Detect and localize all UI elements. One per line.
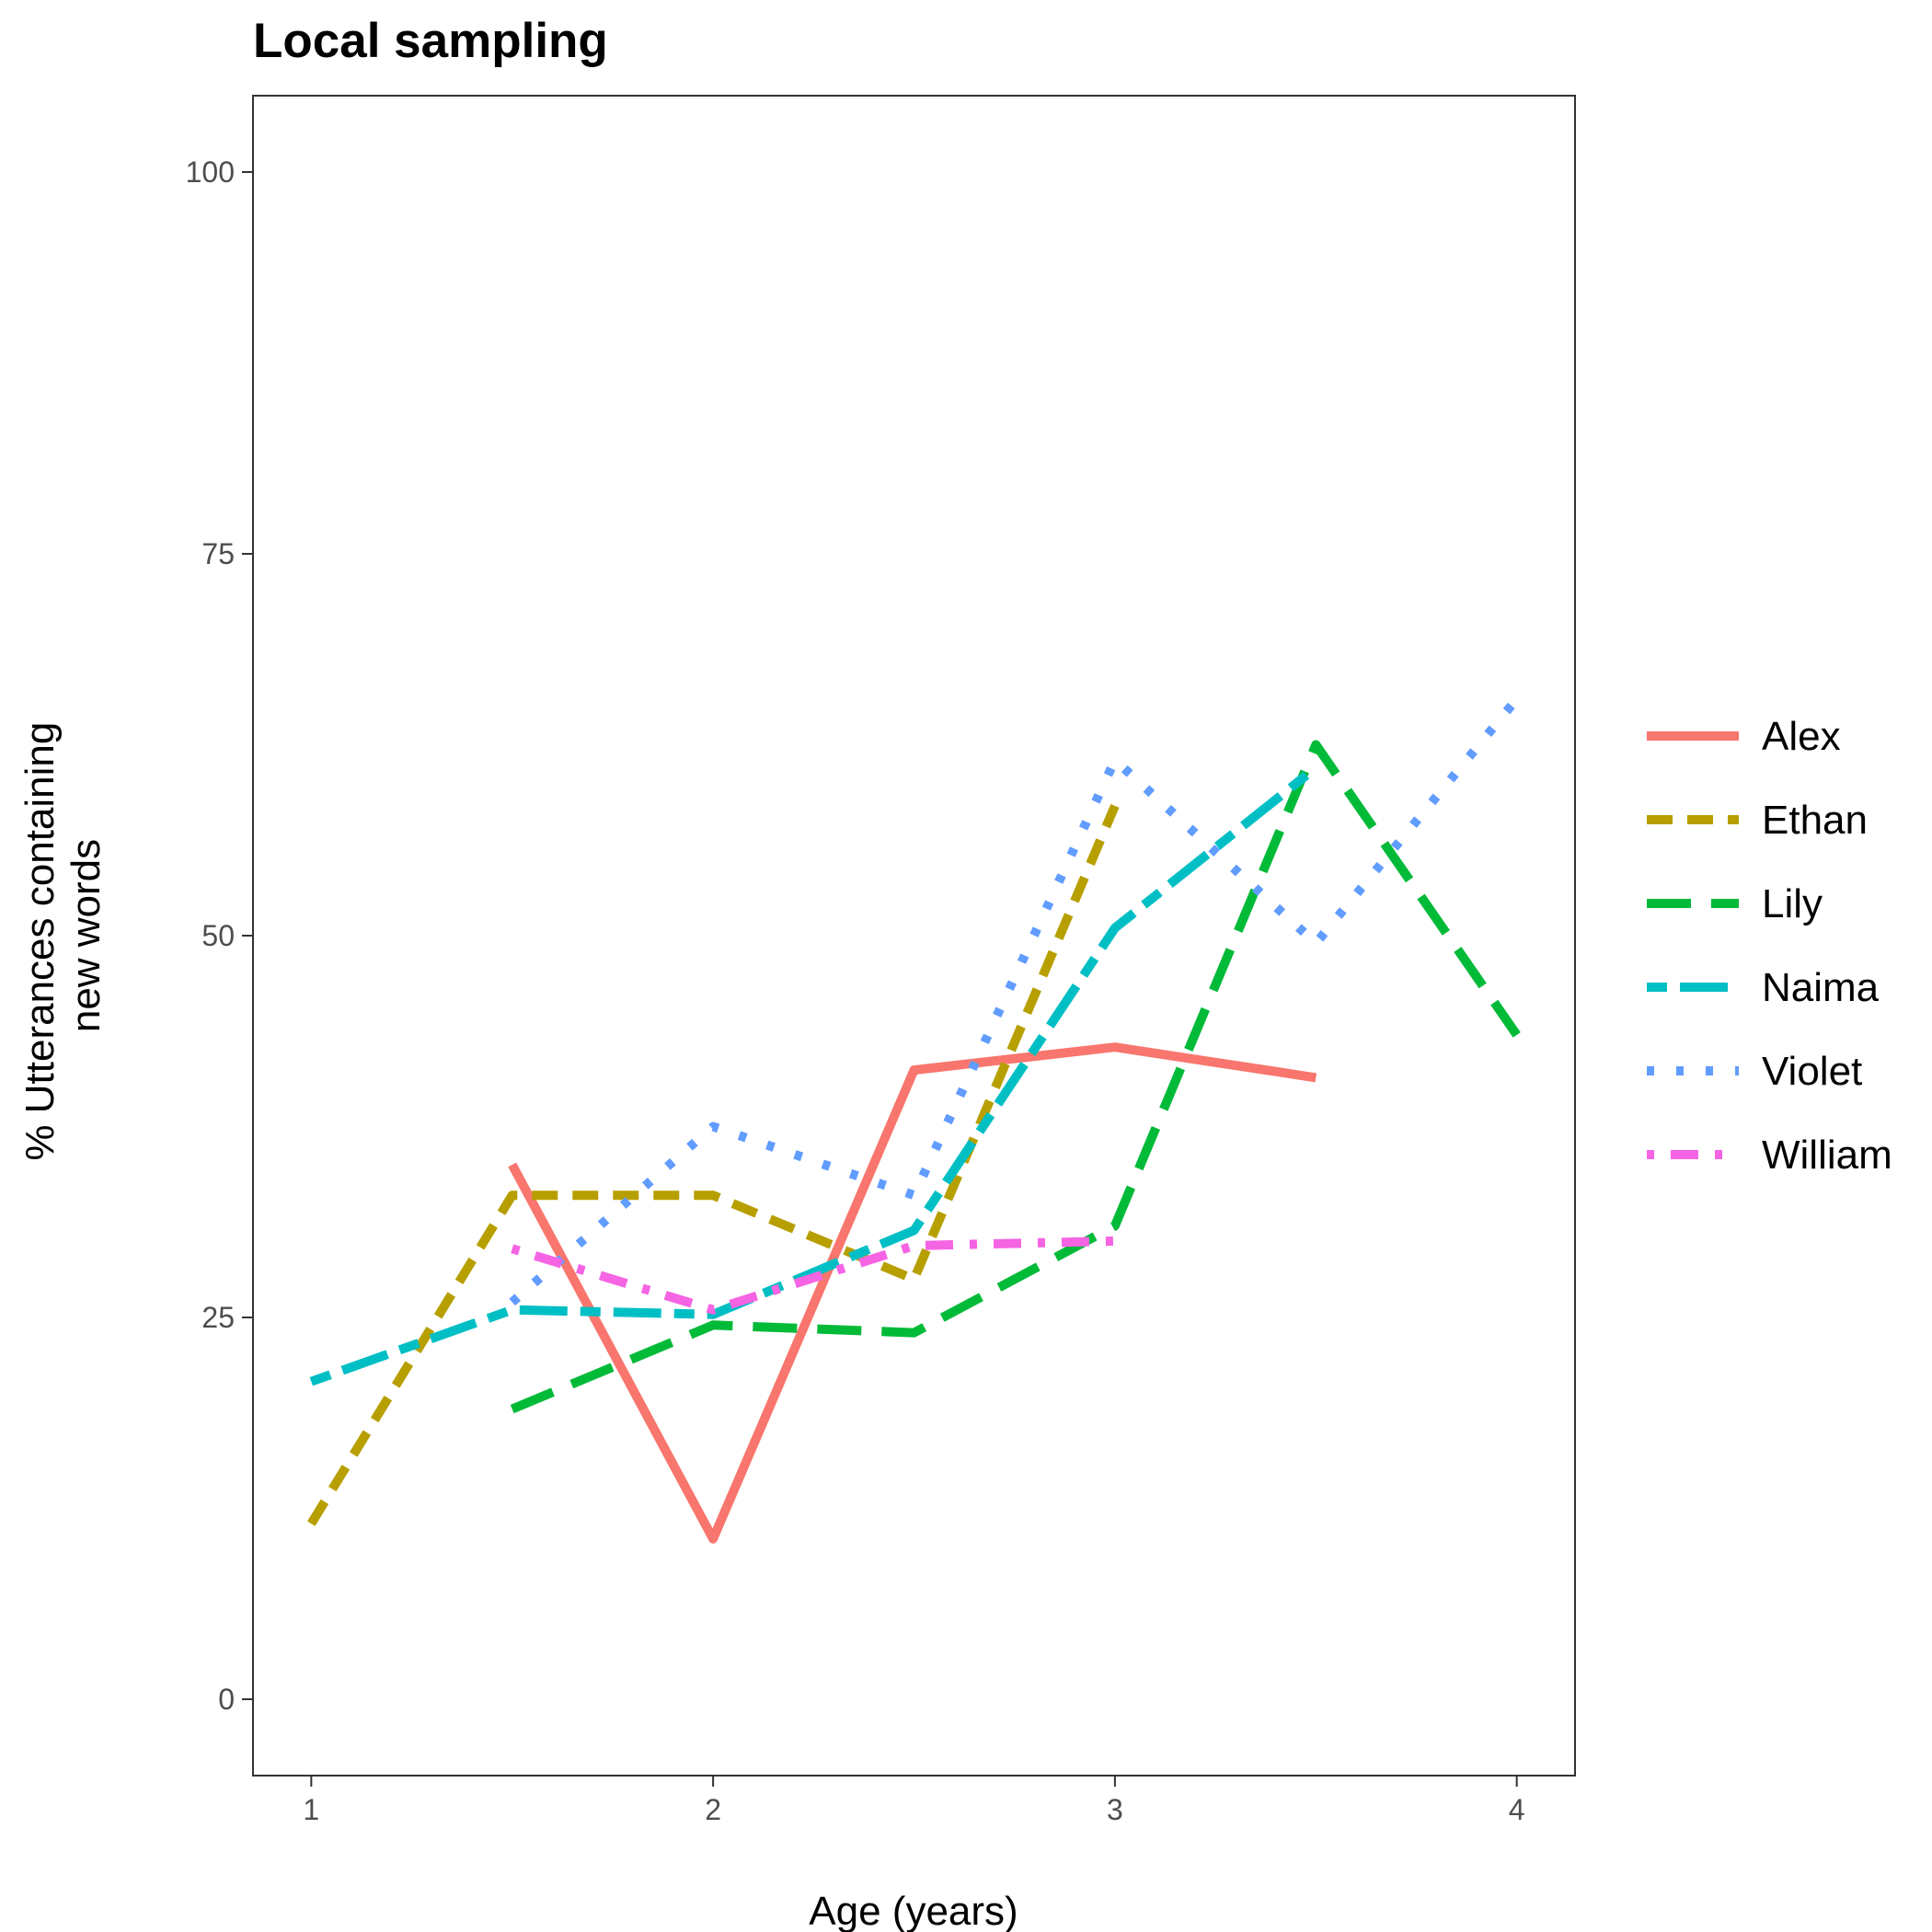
legend-item-naima: Naima bbox=[1647, 965, 1880, 1010]
x-axis: 1 2 3 4 bbox=[303, 1776, 1525, 1826]
plot-panel bbox=[252, 95, 1576, 1777]
y-tick-label: 100 bbox=[186, 155, 235, 189]
y-axis-title: % Utterances containing new words bbox=[17, 710, 109, 1160]
legend-item-william: William bbox=[1647, 1133, 1892, 1178]
legend-label: Ethan bbox=[1762, 798, 1868, 843]
chart-title: Local sampling bbox=[253, 14, 608, 68]
y-tick-label: 25 bbox=[201, 1301, 235, 1334]
x-tick-label: 1 bbox=[303, 1793, 319, 1826]
legend-item-ethan: Ethan bbox=[1647, 798, 1868, 843]
legend-label: Violet bbox=[1762, 1049, 1862, 1094]
x-tick-label: 3 bbox=[1107, 1793, 1123, 1826]
y-tick-label: 50 bbox=[201, 919, 235, 952]
legend-label: Naima bbox=[1762, 965, 1880, 1010]
series-line-naima bbox=[309, 764, 1319, 1386]
y-axis-title-line-1: % Utterances containing bbox=[17, 722, 63, 1161]
x-axis-title: Age (years) bbox=[809, 1889, 1018, 1932]
legend: Alex Ethan Lily Naima Violet William bbox=[1647, 714, 1892, 1178]
y-axis: 0 25 50 75 100 bbox=[186, 155, 253, 1716]
y-axis-title-line-2: new words bbox=[63, 839, 109, 1032]
legend-item-alex: Alex bbox=[1647, 714, 1841, 759]
legend-label: Lily bbox=[1762, 881, 1823, 926]
series-layer bbox=[307, 696, 1521, 1544]
series-line-alex bbox=[508, 1042, 1317, 1544]
series-line-lily bbox=[510, 740, 1521, 1414]
legend-label: Alex bbox=[1762, 714, 1841, 759]
plot-area bbox=[252, 95, 1576, 1777]
y-tick-label: 75 bbox=[201, 537, 235, 570]
series-line-william bbox=[511, 1236, 1116, 1315]
legend-item-lily: Lily bbox=[1647, 881, 1823, 926]
y-tick-label: 0 bbox=[218, 1683, 235, 1716]
x-tick-label: 4 bbox=[1509, 1793, 1525, 1826]
x-tick-label: 2 bbox=[705, 1793, 721, 1826]
legend-label: William bbox=[1762, 1133, 1892, 1178]
legend-item-violet: Violet bbox=[1647, 1049, 1862, 1094]
